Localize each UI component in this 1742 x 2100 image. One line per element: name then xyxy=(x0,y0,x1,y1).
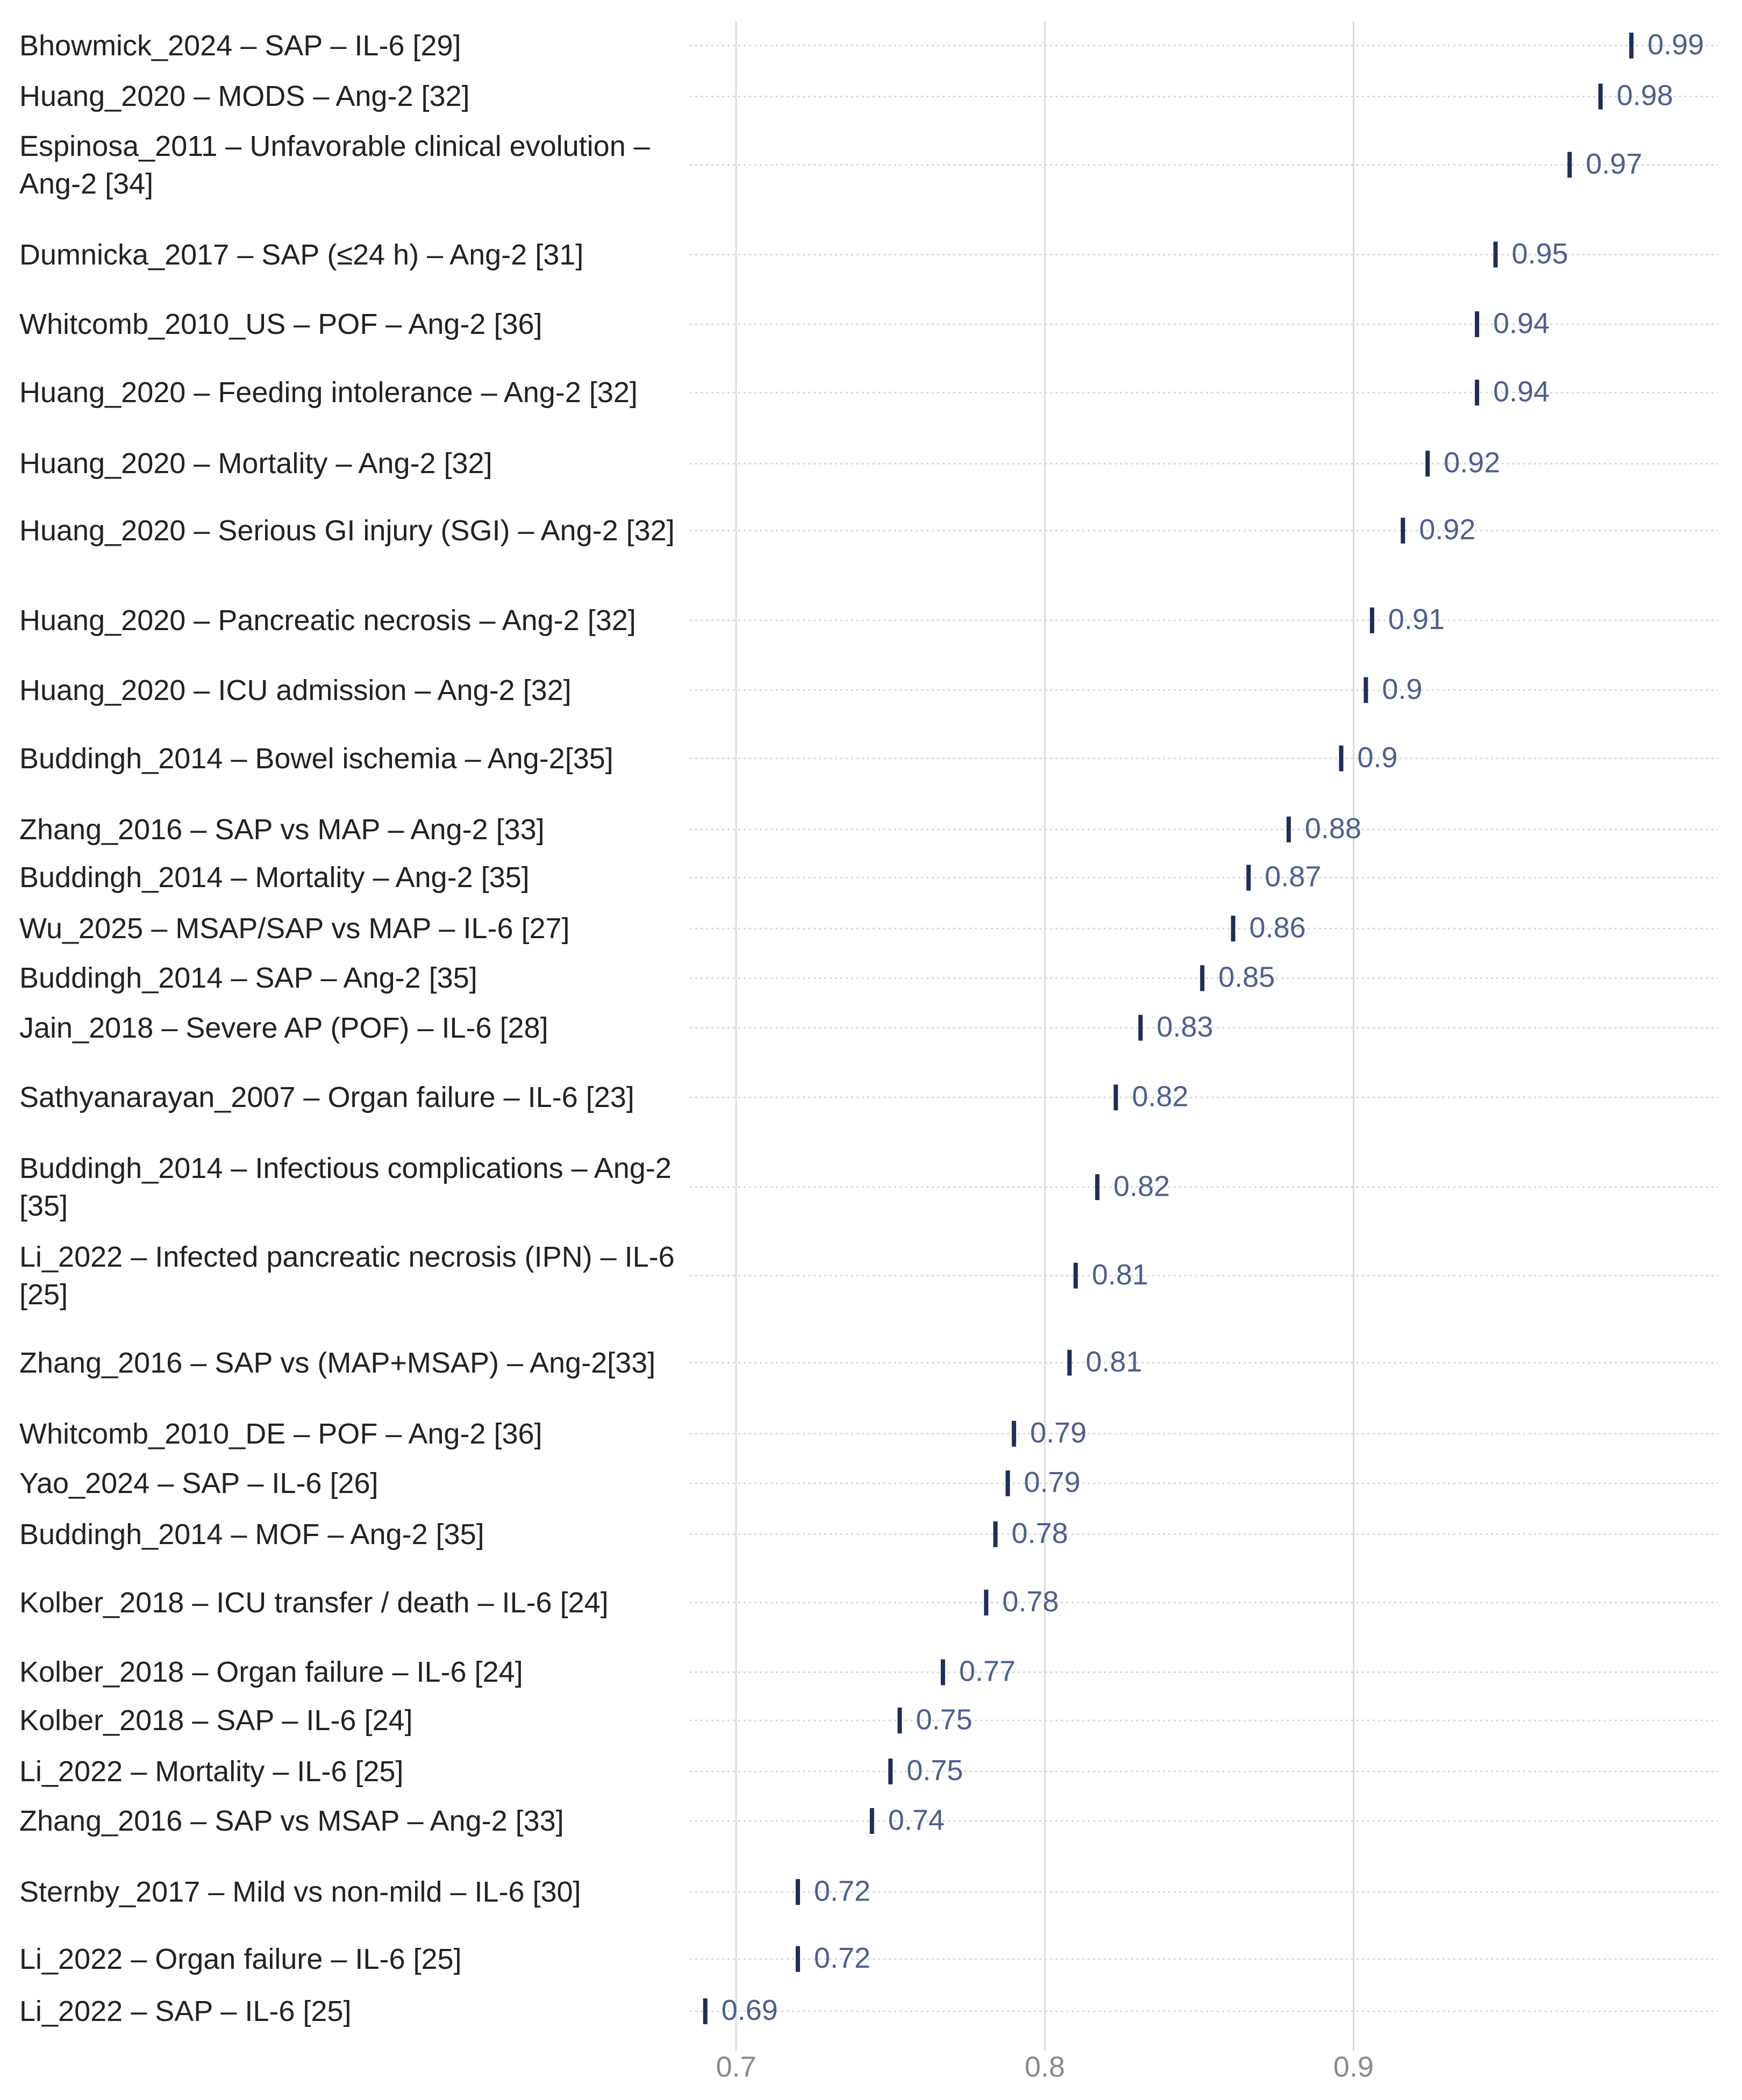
value-label: 0.9 xyxy=(1382,673,1422,705)
category-label: Kolber_2018 – ICU transfer / death – IL-… xyxy=(19,1586,609,1619)
value-label: 0.72 xyxy=(814,1875,870,1907)
category-label: Buddingh_2014 – Infectious complications… xyxy=(19,1152,672,1223)
value-label: 0.85 xyxy=(1218,961,1275,994)
value-label: 0.98 xyxy=(1617,80,1673,112)
value-label: 0.72 xyxy=(814,1942,870,1974)
x-tick-label: 0.8 xyxy=(1025,2051,1065,2083)
value-label: 0.75 xyxy=(916,1703,972,1735)
category-label: Buddingh_2014 – SAP – Ang-2 [35] xyxy=(19,962,477,995)
category-label: Sternby_2017 – Mild vs non-mild – IL-6 [… xyxy=(19,1876,581,1909)
value-label: 0.79 xyxy=(1030,1417,1087,1449)
value-label: 0.94 xyxy=(1493,376,1550,408)
value-label: 0.78 xyxy=(1011,1517,1068,1549)
value-label: 0.82 xyxy=(1132,1080,1188,1112)
category-label: Kolber_2018 – SAP – IL-6 [24] xyxy=(19,1704,413,1737)
category-label: Whitcomb_2010_DE – POF – Ang-2 [36] xyxy=(19,1417,542,1450)
category-label: Huang_2020 – Mortality – Ang-2 [32] xyxy=(19,447,492,480)
value-label: 0.87 xyxy=(1265,861,1321,893)
value-label: 0.74 xyxy=(888,1804,945,1836)
value-label: 0.81 xyxy=(1092,1259,1148,1291)
x-tick-label: 0.9 xyxy=(1333,2051,1374,2083)
value-label: 0.9 xyxy=(1358,741,1398,774)
value-label: 0.95 xyxy=(1512,238,1568,270)
category-label: Buddingh_2014 – Bowel ischemia – Ang-2[3… xyxy=(19,742,613,775)
category-label: Zhang_2016 – SAP vs (MAP+MSAP) – Ang-2[3… xyxy=(19,1346,656,1379)
category-label: Li_2022 – Infected pancreatic necrosis (… xyxy=(19,1240,675,1311)
value-label: 0.79 xyxy=(1024,1466,1080,1498)
category-label: Huang_2020 – Pancreatic necrosis – Ang-2… xyxy=(19,604,636,637)
category-label: Zhang_2016 – SAP vs MSAP – Ang-2 [33] xyxy=(19,1805,564,1838)
category-label: Buddingh_2014 – Mortality – Ang-2 [35] xyxy=(19,861,530,894)
category-label: Yao_2024 – SAP – IL-6 [26] xyxy=(19,1467,379,1499)
category-label: Li_2022 – Mortality – IL-6 [25] xyxy=(19,1755,404,1788)
category-label: Wu_2025 – MSAP/SAP vs MAP – IL-6 [27] xyxy=(19,912,570,945)
category-label: Dumnicka_2017 – SAP (≤24 h) – Ang-2 [31] xyxy=(19,238,584,271)
category-label: Li_2022 – SAP – IL-6 [25] xyxy=(19,1995,352,2027)
value-label: 0.77 xyxy=(959,1655,1016,1688)
category-label: Espinosa_2011 – Unfavorable clinical evo… xyxy=(19,130,650,200)
value-label: 0.99 xyxy=(1647,28,1704,61)
category-label: Huang_2020 – ICU admission – Ang-2 [32] xyxy=(19,674,572,706)
value-label: 0.97 xyxy=(1586,148,1642,180)
value-label: 0.92 xyxy=(1444,447,1500,479)
category-label: Huang_2020 – Serious GI injury (SGI) – A… xyxy=(19,514,675,547)
value-label: 0.91 xyxy=(1388,603,1445,635)
value-label: 0.83 xyxy=(1156,1011,1213,1043)
value-label: 0.94 xyxy=(1493,307,1550,339)
value-label: 0.82 xyxy=(1113,1170,1170,1202)
category-label: Huang_2020 – MODS – Ang-2 [32] xyxy=(19,80,470,113)
value-label: 0.75 xyxy=(906,1754,963,1787)
value-label: 0.86 xyxy=(1250,911,1306,944)
category-label: Li_2022 – Organ failure – IL-6 [25] xyxy=(19,1942,462,1975)
value-label: 0.69 xyxy=(722,1994,778,2026)
category-label: Bhowmick_2024 – SAP – IL-6 [29] xyxy=(19,29,461,62)
category-label: Whitcomb_2010_US – POF – Ang-2 [36] xyxy=(19,308,542,341)
category-label: Jain_2018 – Severe AP (POF) – IL-6 [28] xyxy=(19,1011,548,1044)
category-label: Huang_2020 – Feeding intolerance – Ang-2… xyxy=(19,376,638,409)
value-label: 0.92 xyxy=(1419,513,1475,546)
value-label: 0.78 xyxy=(1002,1585,1059,1618)
category-label: Zhang_2016 – SAP vs MAP – Ang-2 [33] xyxy=(19,813,545,846)
category-label: Sathyanarayan_2007 – Organ failure – IL-… xyxy=(19,1081,634,1114)
category-label: Kolber_2018 – Organ failure – IL-6 [24] xyxy=(19,1656,523,1689)
value-label: 0.88 xyxy=(1305,812,1361,845)
value-label: 0.81 xyxy=(1086,1346,1142,1378)
category-label: Buddingh_2014 – MOF – Ang-2 [35] xyxy=(19,1518,484,1551)
x-tick-label: 0.7 xyxy=(716,2051,756,2083)
